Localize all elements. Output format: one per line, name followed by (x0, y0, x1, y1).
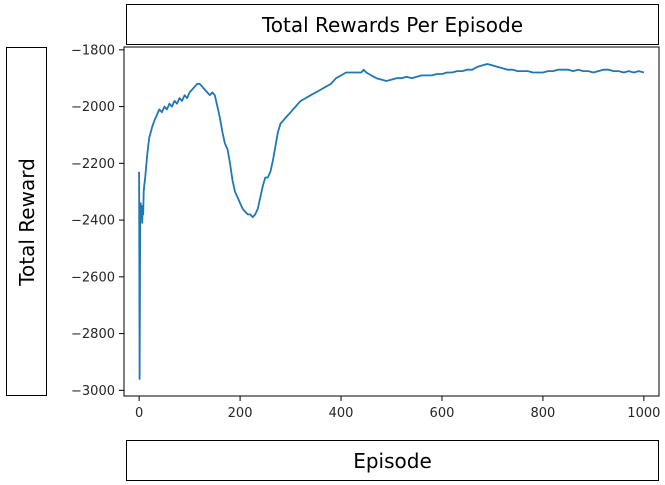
axis-ticks: 0 200 400 600 800 1000 −1800 −2000 −2200 −2400 −26… (71, 43, 660, 421)
x-tick-label: 400 (329, 406, 354, 421)
y-tick-label: −2800 (71, 327, 115, 342)
y-axis-label-box: Total Reward (6, 47, 47, 396)
y-tick-label: −1800 (71, 43, 115, 58)
y-tick-label: −2200 (71, 157, 115, 172)
x-tick-label: 1000 (627, 406, 660, 421)
chart-title: Total Rewards Per Episode (261, 12, 524, 37)
x-tick-label: 0 (135, 406, 143, 421)
x-axis-label-box: Episode (126, 440, 659, 481)
x-tick-label: 200 (228, 406, 253, 421)
series-line (138, 63, 645, 380)
chart-title-box: Total Rewards Per Episode (126, 4, 659, 45)
x-tick-label: 600 (430, 406, 455, 421)
y-tick-label: −2600 (71, 270, 115, 285)
x-axis-label: Episode (353, 448, 432, 473)
x-tick-label: 800 (531, 406, 556, 421)
y-tick-label: −3000 (71, 384, 115, 399)
y-tick-label: −2000 (71, 100, 115, 115)
y-tick-label: −2400 (71, 214, 115, 229)
plot-frame (123, 46, 660, 397)
